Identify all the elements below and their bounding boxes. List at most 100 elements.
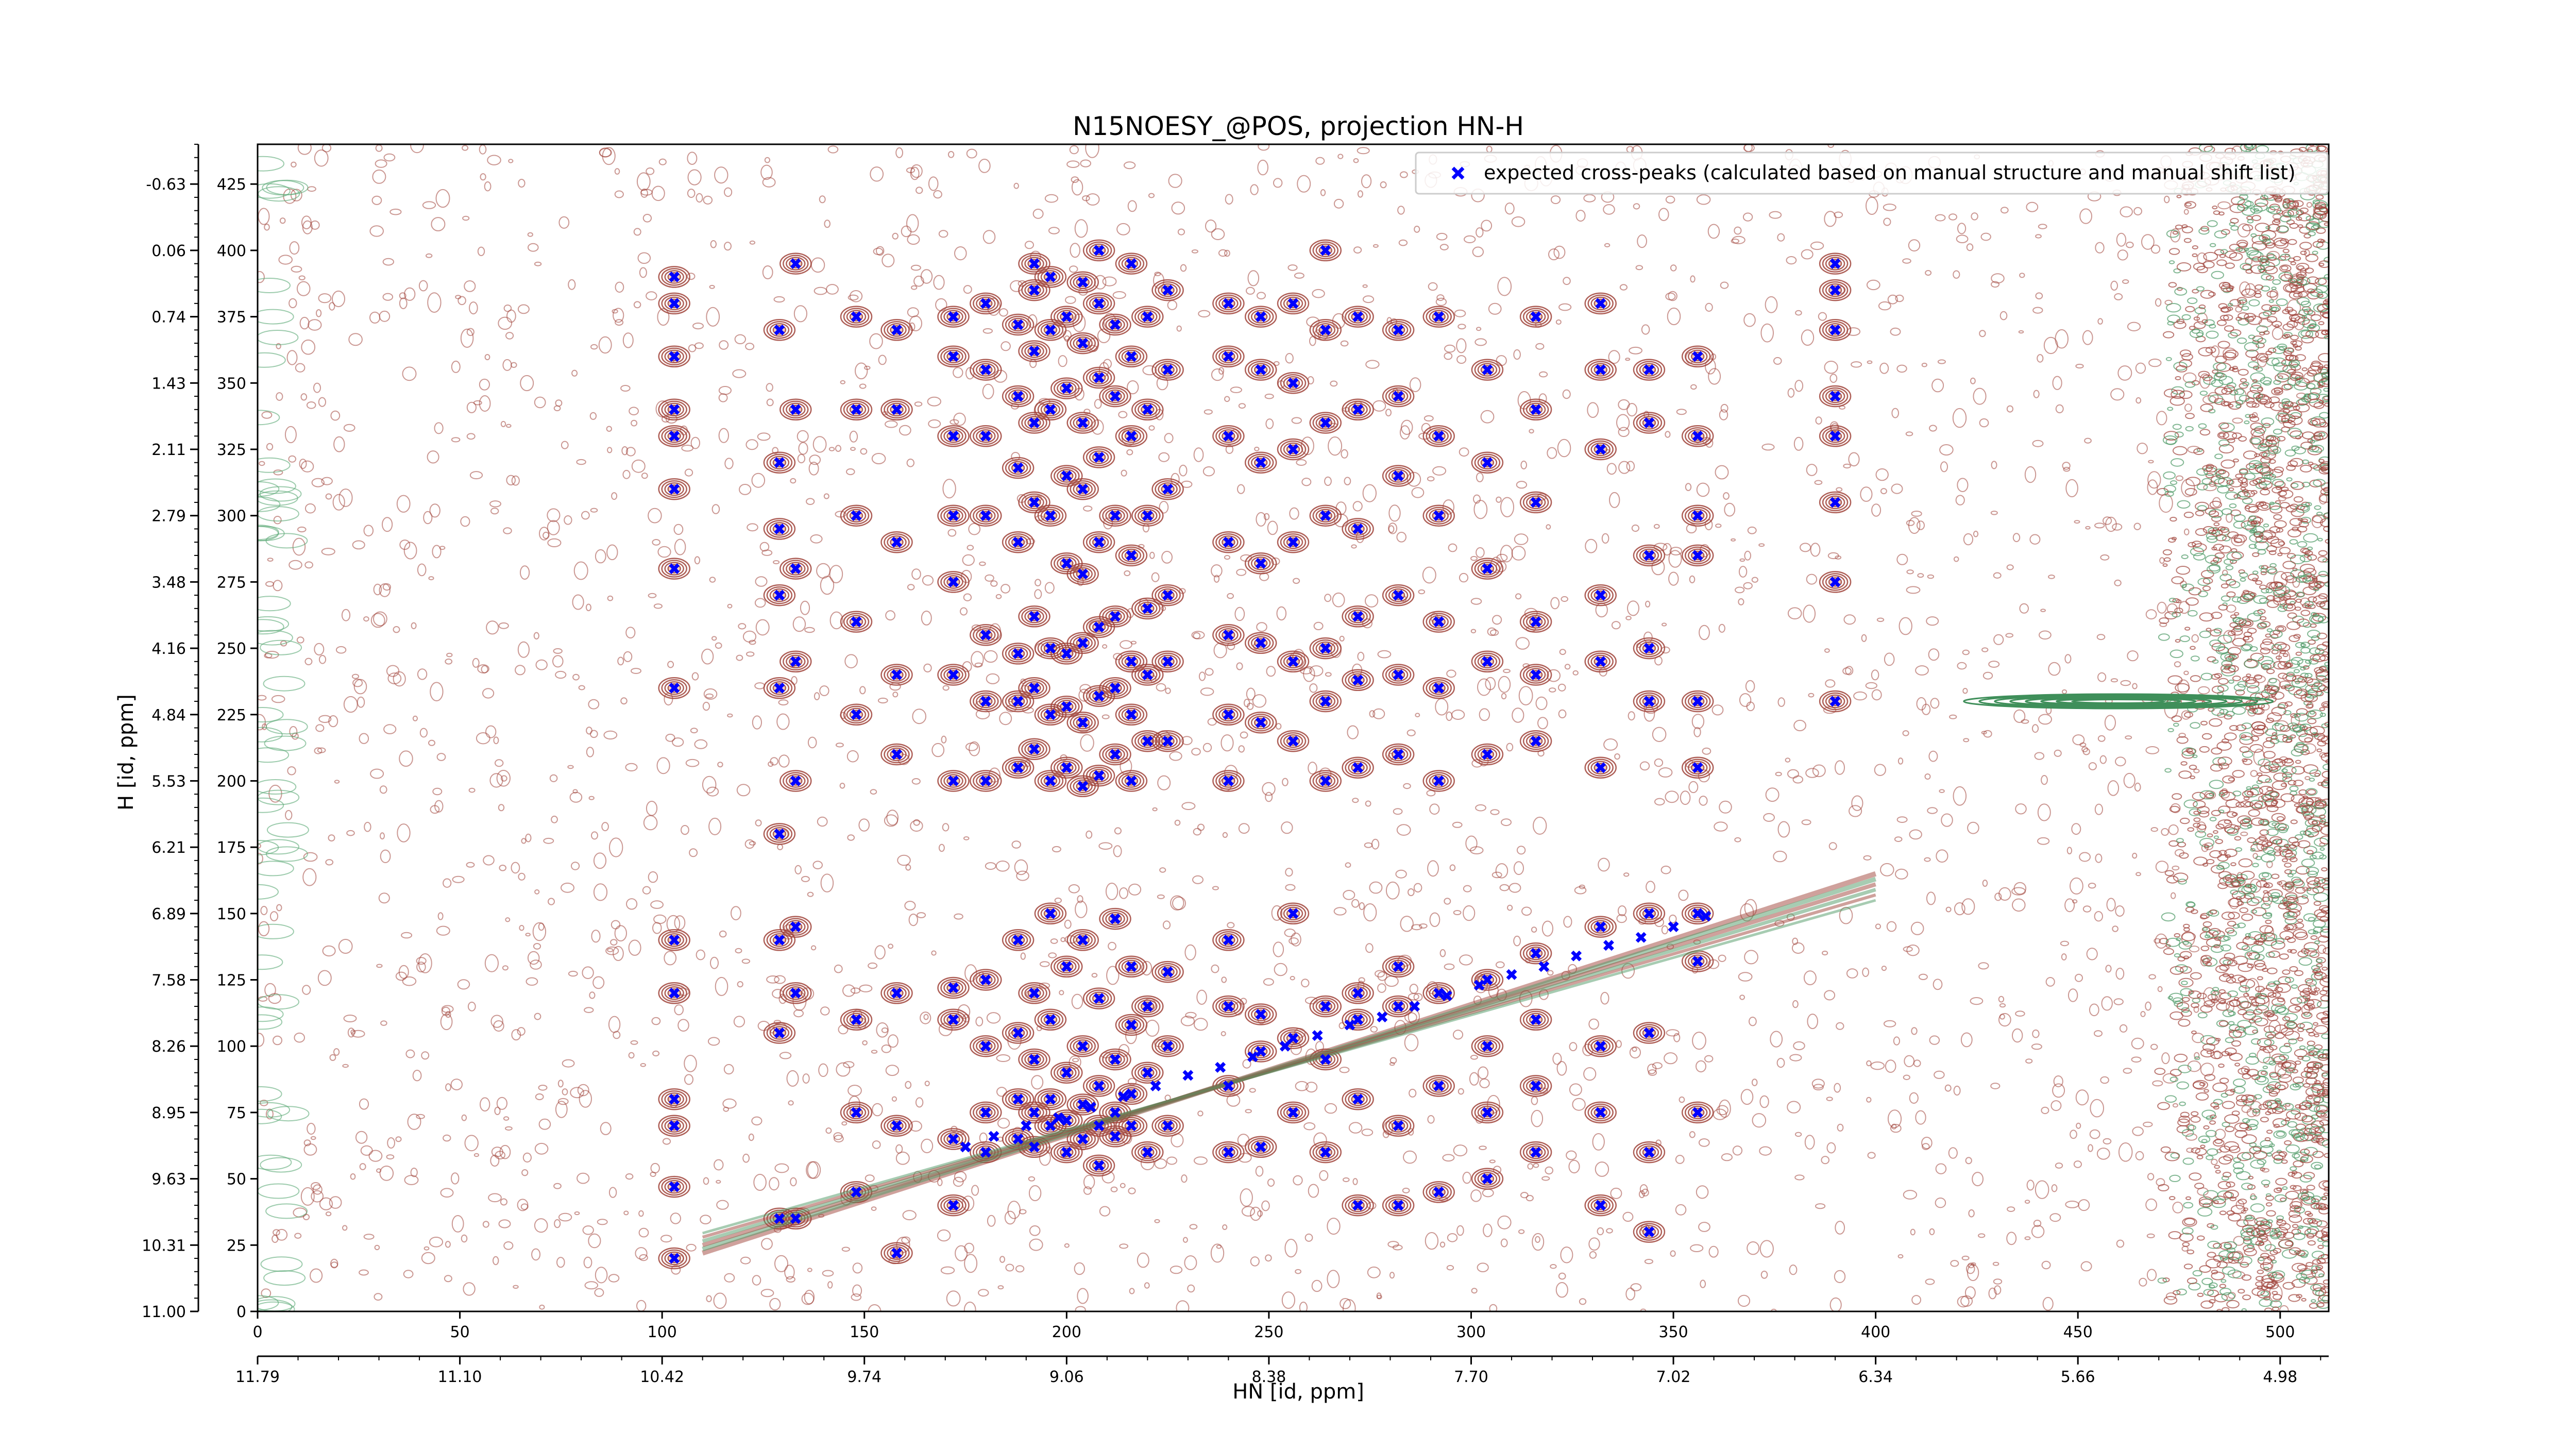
noise-contour [1351, 544, 1357, 549]
noise-contour [1263, 978, 1274, 986]
noise-contour [1052, 846, 1061, 853]
noise-contour [716, 1200, 729, 1210]
noise-contour [2103, 516, 2112, 525]
noise-contour [996, 1054, 1011, 1062]
noise-contour [383, 153, 396, 162]
noise-contour [1071, 179, 1083, 196]
noise-contour [1603, 204, 1615, 215]
noise-contour [1843, 614, 1856, 625]
noise-contour [2095, 853, 2103, 863]
noise-contour [1924, 773, 1931, 780]
noise-contour [1249, 1088, 1256, 1093]
noise-contour [466, 862, 475, 868]
noise-contour [1343, 890, 1355, 900]
noise-contour [1473, 494, 1481, 504]
noise-contour [1935, 1198, 1946, 1208]
noise-contour [2115, 968, 2125, 980]
noise-contour [819, 685, 829, 696]
noise-contour [332, 494, 345, 511]
noise-contour [1793, 719, 1807, 732]
noise-contour [2110, 388, 2125, 401]
noise-contour [1896, 364, 1907, 373]
noise-contour [885, 1065, 900, 1076]
noise-contour [1211, 564, 1223, 578]
noise-contour [801, 875, 810, 882]
noise-contour [1643, 706, 1655, 722]
noise-contour [1860, 486, 1873, 502]
noise-contour [258, 921, 270, 937]
noise-contour [817, 816, 828, 827]
noise-contour [333, 1048, 340, 1056]
noise-contour [2071, 823, 2081, 835]
noise-contour [1699, 796, 1708, 806]
noise-contour [646, 167, 655, 175]
noise-contour [473, 400, 482, 406]
noise-contour [520, 565, 530, 580]
noise-contour [1290, 975, 1295, 981]
noise-contour [386, 665, 400, 677]
noise-contour [2026, 1180, 2035, 1191]
noise-contour [2150, 244, 2161, 254]
noise-contour [265, 1108, 274, 1120]
noise-contour [1595, 1161, 1609, 1177]
noise-contour [419, 728, 428, 738]
noise-contour [382, 293, 394, 301]
noise-contour [506, 424, 512, 428]
noise-contour [1759, 1146, 1772, 1156]
noise-contour [2032, 307, 2043, 314]
noise-contour [535, 1093, 544, 1101]
noise-contour [1690, 384, 1697, 390]
noise-contour [884, 814, 899, 827]
noise-contour [1475, 804, 1486, 812]
noise-contour [2107, 780, 2120, 796]
noise-contour [297, 144, 312, 155]
noise-contour [594, 1288, 604, 1297]
noise-contour [1953, 556, 1959, 562]
noise-contour [1921, 1137, 1933, 1149]
noise-contour [812, 436, 827, 453]
noise-contour [1291, 932, 1301, 947]
noise-contour [562, 1088, 568, 1096]
noise-contour [1070, 243, 1080, 258]
noise-contour [1449, 864, 1456, 871]
noise-contour [1626, 461, 1635, 471]
noise-contour [1993, 1285, 2002, 1295]
noise-contour [2202, 987, 2216, 1006]
noise-contour [2127, 322, 2141, 331]
noise-contour [1341, 449, 1348, 459]
noise-contour [2089, 1003, 2099, 1017]
noise-contour [702, 776, 717, 794]
noise-contour [371, 195, 382, 205]
noise-contour [1588, 1018, 1599, 1030]
noise-contour [1861, 634, 1867, 642]
noise-contour [2136, 872, 2141, 877]
noise-contour [1895, 868, 1908, 880]
noise-contour [1638, 1190, 1645, 1199]
noise-contour [2319, 752, 2327, 758]
noise-contour [1398, 239, 1408, 246]
noise-contour [2185, 1133, 2197, 1141]
noise-contour [341, 609, 351, 621]
noise-contour [694, 556, 701, 565]
noise-contour [1600, 991, 1609, 1005]
noise-contour [671, 1265, 681, 1275]
noise-contour [1835, 1221, 1845, 1235]
noise-contour [1557, 439, 1571, 458]
noise-contour [1732, 1145, 1743, 1156]
noise-contour [684, 1074, 693, 1085]
noise-contour [317, 970, 332, 986]
noise-contour [1193, 1156, 1208, 1165]
noise-contour [1715, 524, 1722, 528]
noise-contour [824, 220, 831, 228]
noise-contour [1014, 859, 1028, 875]
noise-contour [1546, 524, 1551, 530]
noise-contour [711, 636, 717, 641]
noise-contour [1352, 1178, 1358, 1185]
noise-contour [427, 292, 442, 313]
noise-contour [485, 725, 497, 738]
noise-contour [1954, 902, 1965, 916]
noise-contour [1388, 504, 1401, 522]
noise-contour [528, 243, 539, 252]
noise-contour [352, 540, 365, 550]
noise-contour [825, 1127, 832, 1134]
